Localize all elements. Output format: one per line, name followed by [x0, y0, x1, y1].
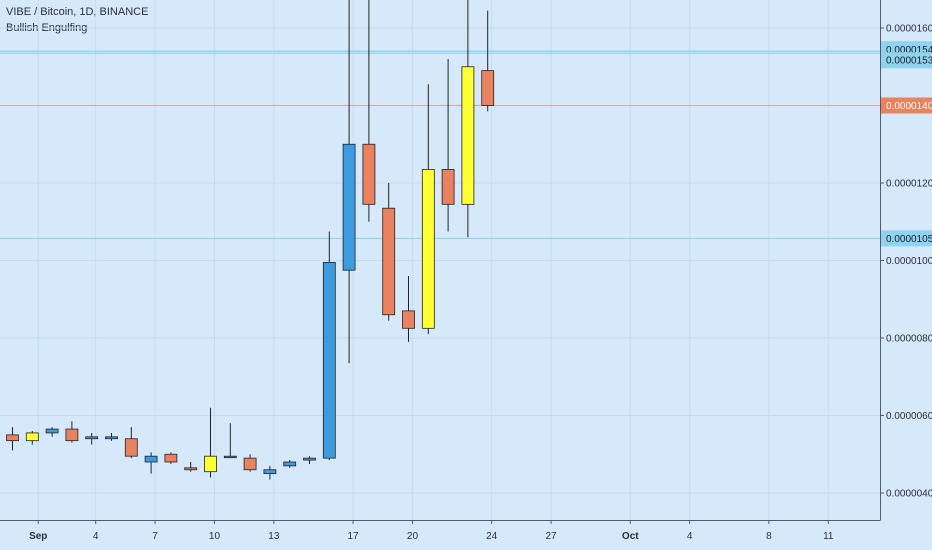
candle-down[interactable] — [164, 453, 178, 463]
candle-down[interactable] — [402, 310, 415, 329]
level-price-badge — [881, 230, 932, 247]
candle-up[interactable] — [303, 457, 316, 461]
date-tick-label: Sep — [29, 531, 47, 542]
candle-down[interactable] — [124, 438, 138, 457]
candle-down[interactable] — [65, 428, 79, 442]
candle-up[interactable] — [105, 436, 118, 440]
candle-up[interactable] — [263, 469, 277, 475]
candle-up[interactable] — [45, 428, 59, 434]
date-tick-label: 20 — [407, 531, 419, 542]
date-tick-label: Oct — [622, 531, 639, 542]
level-lines — [0, 50, 880, 240]
candle-down[interactable] — [362, 143, 376, 205]
date-tick-label: 11 — [823, 531, 834, 542]
level-price-label: 0.00001057 — [886, 234, 932, 245]
candles — [6, 0, 495, 480]
date-tick-label: 4 — [93, 531, 99, 542]
date-tick-label: 8 — [766, 531, 772, 542]
last-price-badge — [881, 97, 932, 114]
candle-signal[interactable] — [421, 169, 435, 329]
level-price-label: 0.00001535 — [886, 56, 932, 67]
candle-up[interactable] — [85, 436, 99, 440]
symbol-title[interactable]: VIBE / Bitcoin, 1D, BINANCE — [6, 6, 149, 18]
date-tick-label: 4 — [687, 531, 693, 542]
candle-up[interactable] — [283, 461, 297, 467]
price-tick-label: 0.00001600 — [886, 24, 932, 35]
candle-signal[interactable] — [461, 66, 475, 205]
candle-down[interactable] — [243, 457, 257, 471]
date-tick-label: 27 — [545, 531, 557, 542]
candle-down[interactable] — [382, 207, 396, 316]
candle-down[interactable] — [481, 70, 495, 106]
candle-up[interactable] — [342, 143, 356, 271]
candle-down[interactable] — [441, 169, 455, 205]
candle-down[interactable] — [6, 434, 19, 442]
date-tick-label: 17 — [347, 531, 359, 542]
candle-signal[interactable] — [204, 455, 217, 473]
candle-up[interactable] — [223, 455, 237, 459]
candle-up[interactable] — [322, 262, 336, 459]
date-tick-label: 10 — [209, 531, 221, 542]
candle-up[interactable] — [144, 455, 158, 463]
date-tick-label: 13 — [268, 531, 280, 542]
date-tick-label: 24 — [486, 531, 498, 542]
date-tick-label: 7 — [152, 531, 158, 542]
candle-down[interactable] — [184, 467, 198, 471]
candle-signal[interactable] — [25, 432, 39, 442]
level-price-badge — [881, 52, 932, 69]
